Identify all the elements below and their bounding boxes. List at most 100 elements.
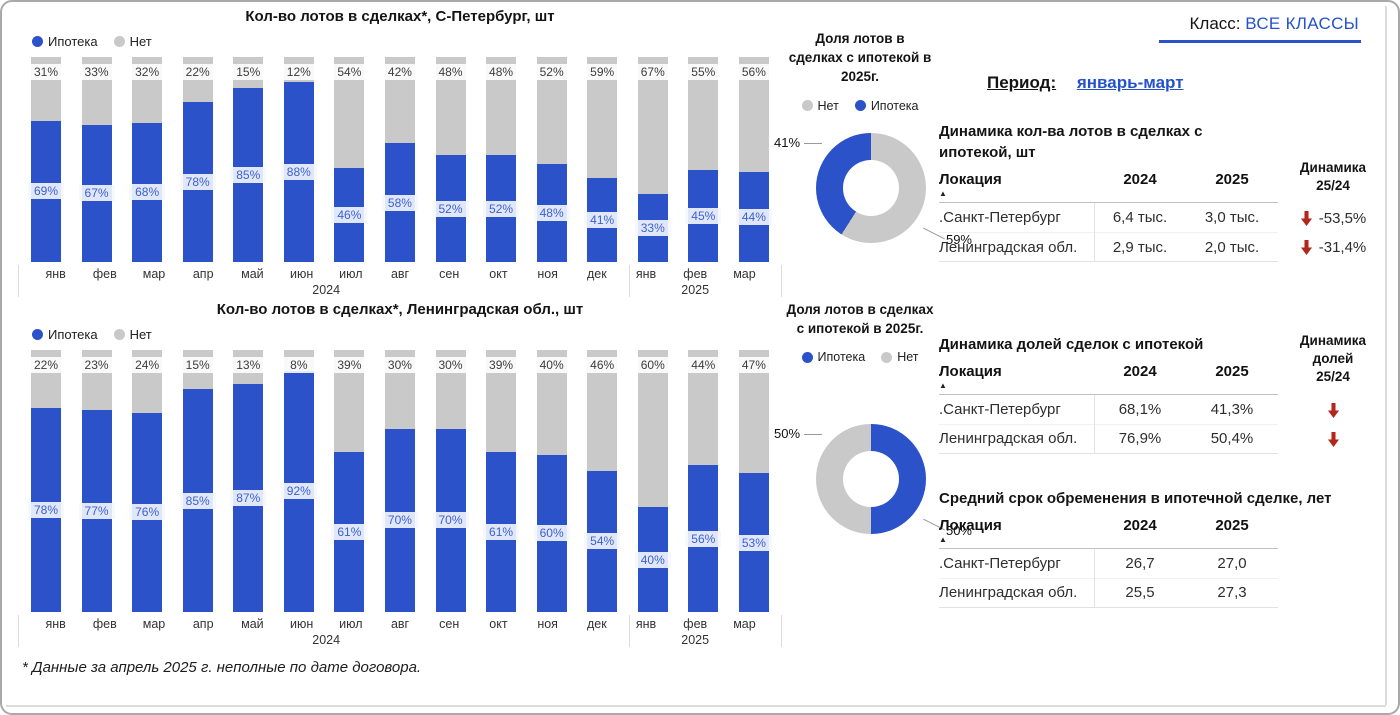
year-label: 2024 [312, 283, 341, 297]
cell-value-2025: 2,0 тыс. [1204, 238, 1260, 256]
bar-label-no-mortgage: 8% [280, 357, 317, 373]
legend-dot-icon [854, 100, 866, 112]
bar-сен-8[interactable]: 48% 52% [432, 57, 469, 262]
bar-label-no-mortgage: 32% [129, 64, 166, 80]
column-header-2025[interactable]: 2025 [1215, 362, 1249, 380]
class-filter-row: Класс: ВСЕ КЛАССЫ [937, 2, 1385, 34]
bar-авг-7[interactable]: 42% 58% [381, 57, 418, 262]
bar-май-4[interactable]: 15% 85% [230, 57, 267, 262]
bar-окт-9[interactable]: 39% 61% [483, 350, 520, 612]
bar-июн-5[interactable]: 12% 88% [280, 57, 317, 262]
bar-июл-6[interactable]: 54% 46% [331, 57, 368, 262]
bar-фев-1[interactable]: 33% 67% [78, 57, 115, 262]
year-label: 2024 [312, 633, 341, 647]
bar-май-4[interactable]: 13% 87% [230, 350, 267, 612]
chart-title-spb: Кол-во лотов в сделках*, С-Петербург, шт [245, 8, 555, 25]
month-label: окт [489, 617, 508, 631]
column-header-2025[interactable]: 2025 [1215, 171, 1249, 188]
month-label: янв [635, 267, 657, 281]
bar-фев-13[interactable]: 44% 56% [685, 350, 722, 612]
column-header-location[interactable]: Локация ▲ [939, 517, 1094, 544]
column-header-2025[interactable]: 2025 [1215, 516, 1249, 534]
bar-фев-1[interactable]: 23% 77% [78, 350, 115, 612]
bar-янв-0[interactable]: 22% 78% [28, 350, 64, 612]
bar-июн-5[interactable]: 8% 92% [280, 350, 317, 612]
legend-item-Нет[interactable]: Нет [881, 350, 918, 364]
bar-янв-12[interactable]: 67% 33% [634, 57, 671, 262]
legend-item-Нет[interactable]: Нет [801, 99, 839, 113]
legend-item-Ипотека[interactable]: Ипотека [801, 350, 865, 364]
bar-label-no-mortgage: 44% [685, 357, 722, 373]
table-header-row: Локация ▲ 2024 2025 [939, 517, 1278, 549]
table-row: .Санкт-Петербург 6,4 тыс. 3,0 тыс. [939, 203, 1278, 232]
month-label: янв [45, 617, 66, 631]
axis-divider [18, 615, 19, 647]
bar-мар-14[interactable]: 56% 44% [735, 57, 772, 262]
donut-chart-lenobl: 50% 50% [774, 424, 972, 538]
table-row: Ленинградская обл. 76,9% 50,4% [939, 423, 1278, 453]
column-header-2024[interactable]: 2024 [1123, 516, 1157, 534]
legend-item-Нет[interactable]: Нет [113, 34, 152, 49]
bar-ноя-10[interactable]: 40% 60% [533, 350, 570, 612]
bar-июл-6[interactable]: 39% 61% [331, 350, 368, 612]
month-label: дек [586, 267, 607, 281]
table-title: Средний срок обременения в ипотечной сде… [939, 489, 1332, 507]
class-filter-value[interactable]: ВСЕ КЛАССЫ [1245, 14, 1359, 33]
bottom-scroll-track[interactable] [6, 705, 1386, 707]
column-header-2024[interactable]: 2024 [1123, 362, 1157, 380]
arrow-down-icon [1327, 402, 1340, 418]
column-header-location[interactable]: Локация ▲ [939, 363, 1094, 390]
bar-label-no-mortgage: 55% [685, 64, 722, 80]
bar-label-no-mortgage: 30% [381, 357, 418, 373]
bar-окт-9[interactable]: 48% 52% [483, 57, 520, 262]
bar-авг-7[interactable]: 30% 70% [381, 350, 418, 612]
bar-label-no-mortgage: 22% [28, 357, 64, 373]
dynamics-row [1281, 396, 1385, 425]
bar-апр-3[interactable]: 15% 85% [179, 350, 216, 612]
bar-мар-2[interactable]: 32% 68% [129, 57, 166, 262]
bar-label-mortgage: 78% [28, 501, 64, 518]
column-header-2024[interactable]: 2024 [1123, 171, 1157, 188]
bar-label-mortgage: 54% [584, 533, 621, 550]
bar-сен-8[interactable]: 30% 70% [432, 350, 469, 612]
bar-апр-3[interactable]: 22% 78% [179, 57, 216, 262]
dynamics-column: Динамика долей 25/24 [1281, 332, 1385, 454]
legend-item-Ипотека[interactable]: Ипотека [854, 99, 918, 113]
cell-location: Ленинградская обл. [939, 584, 1078, 602]
bar-label-no-mortgage: 42% [381, 64, 418, 80]
legend-item-Ипотека[interactable]: Ипотека [32, 34, 98, 49]
table-row: .Санкт-Петербург 26,7 27,0 [939, 549, 1278, 578]
donut-legend-lenobl: Ипотека Нет [774, 350, 946, 364]
axis-divider [629, 615, 631, 647]
bar-charts-column: Кол-во лотов в сделках*, С-Петербург, шт… [18, 4, 782, 676]
right-scroll-track[interactable] [1385, 6, 1387, 705]
month-label: дек [586, 617, 607, 631]
legend-label: Ипотека [48, 34, 98, 49]
bar-label-mortgage: 77% [78, 503, 115, 520]
legend-label: Нет [897, 350, 919, 365]
bar-label-mortgage: 45% [685, 207, 722, 224]
bar-label-no-mortgage: 56% [735, 64, 772, 80]
cell-value-2025: 50,4% [1210, 430, 1254, 448]
bar-фев-13[interactable]: 55% 45% [685, 57, 722, 262]
legend-item-Ипотека[interactable]: Ипотека [32, 327, 98, 342]
bar-янв-12[interactable]: 60% 40% [634, 350, 671, 612]
bar-дек-11[interactable]: 46% 54% [584, 350, 621, 612]
period-filter-value[interactable]: январь-март [1076, 73, 1184, 92]
legend-item-Нет[interactable]: Нет [113, 327, 152, 342]
bar-дек-11[interactable]: 59% 41% [584, 57, 621, 262]
column-header-location[interactable]: Локация ▲ [939, 171, 1094, 198]
table-share-dynamics: Динамика долей сделок с ипотекой Локация… [939, 332, 1385, 454]
month-label: фев [92, 267, 117, 281]
bar-ноя-10[interactable]: 52% 48% [533, 57, 570, 262]
donut-block-spb: Доля лотов в сделках с ипотекой в 2025г. Н… [774, 30, 972, 247]
month-label: фев [683, 267, 708, 281]
month-labels: янв фев мар апр май июн июл авг сен окт ноя дек янв ф… [31, 267, 769, 281]
dynamics-header: Динамика 25/24 [1299, 159, 1367, 193]
bar-мар-14[interactable]: 47% 53% [735, 350, 772, 612]
table-row: .Санкт-Петербург 68,1% 41,3% [939, 395, 1278, 424]
bar-мар-2[interactable]: 24% 76% [129, 350, 166, 612]
cell-location: .Санкт-Петербург [939, 400, 1061, 418]
bar-янв-0[interactable]: 31% 69% [28, 57, 64, 262]
